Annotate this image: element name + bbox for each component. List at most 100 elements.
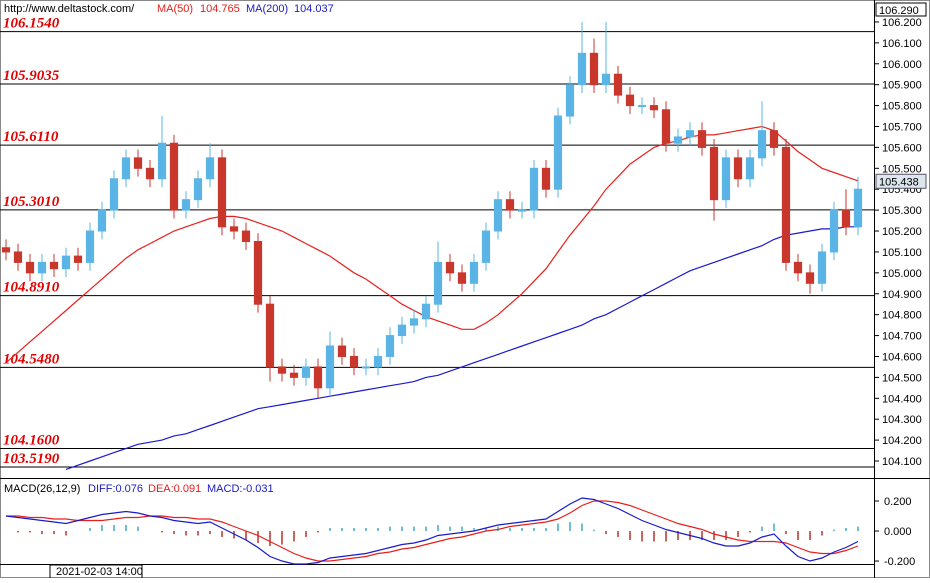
- candle-body: [181, 199, 191, 211]
- date-label: 2021-02-03 14:00: [56, 566, 143, 578]
- ma-line: [5, 125, 859, 364]
- candle-body: [229, 226, 239, 232]
- dea-label: DEA:0.091: [148, 483, 201, 495]
- y-tick-label: 104.100: [882, 456, 922, 468]
- scale-top-box: [875, 2, 927, 17]
- candle-body: [805, 272, 815, 284]
- y-tick-label: 105.600: [882, 142, 922, 154]
- ma50-value: 104.765: [200, 3, 240, 15]
- candle-body: [625, 94, 635, 107]
- level-label: 104.5480: [3, 351, 60, 367]
- candle-body: [853, 188, 863, 228]
- candle-body: [1, 247, 11, 253]
- y-tick-label: 105.300: [882, 205, 922, 217]
- y-tick-label: 106.200: [882, 17, 922, 29]
- candle-body: [241, 230, 251, 242]
- candle-body: [109, 178, 119, 211]
- candle-body: [505, 199, 515, 211]
- candle-body: [85, 230, 95, 263]
- candle-body: [133, 157, 143, 169]
- candle-body: [97, 209, 107, 232]
- level-label: 105.9035: [3, 68, 60, 84]
- candle-body: [685, 130, 695, 138]
- candle-body: [613, 73, 623, 96]
- candle-body: [733, 157, 743, 180]
- candle-body: [157, 142, 167, 180]
- candle-body: [769, 130, 779, 148]
- candle-body: [781, 146, 791, 263]
- candle-body: [493, 199, 503, 232]
- y-tick-label: 105.500: [882, 163, 922, 175]
- scale-top-label: 106.290: [879, 5, 919, 17]
- candle-body: [649, 105, 659, 111]
- y-tick-label: 106.100: [882, 38, 922, 50]
- candle-body: [673, 136, 683, 144]
- candle-body: [301, 366, 311, 378]
- candle-body: [565, 84, 575, 117]
- candle-body: [145, 167, 155, 180]
- y-tick-label: 105.200: [882, 226, 922, 238]
- level-label: 106.1540: [3, 16, 60, 32]
- candle-body: [421, 303, 431, 320]
- candle-body: [361, 366, 371, 369]
- candle-body: [265, 303, 275, 368]
- candle-body: [517, 209, 527, 212]
- candle-body: [313, 366, 323, 389]
- candle-body: [745, 157, 755, 180]
- y-tick-label: 105.700: [882, 121, 922, 133]
- candle-body: [469, 261, 479, 284]
- candle-body: [793, 261, 803, 274]
- y-tick-label: 105.000: [882, 268, 922, 280]
- candle-body: [433, 261, 443, 305]
- ma200-value: 104.037: [294, 3, 334, 15]
- candle-body: [553, 115, 563, 190]
- candle-body: [289, 372, 299, 378]
- candle-body: [829, 209, 839, 253]
- y-tick-label: 104.200: [882, 435, 922, 447]
- candle-body: [325, 345, 335, 389]
- ma200-label: MA(200): [246, 3, 288, 15]
- diff-line: [5, 497, 859, 565]
- candle-body: [589, 52, 599, 86]
- candle-body: [445, 261, 455, 274]
- candle-body: [49, 261, 59, 270]
- candle-body: [25, 261, 35, 274]
- y-tick-label: 105.100: [882, 247, 922, 259]
- candle-body: [277, 366, 287, 374]
- candle-body: [481, 230, 491, 263]
- y-tick-label: 104.900: [882, 289, 922, 301]
- level-label: 103.5190: [3, 451, 60, 467]
- macd-y-tick-label: -0.200: [884, 556, 915, 568]
- level-label: 105.6110: [3, 129, 59, 145]
- y-tick-label: 104.800: [882, 310, 922, 322]
- dea-line: [6, 500, 859, 562]
- last-price-label: 105.438: [879, 176, 919, 188]
- candle-body: [121, 157, 131, 180]
- ma50-label: MA(50): [157, 3, 193, 15]
- candle-body: [697, 130, 707, 148]
- candle-body: [457, 272, 467, 284]
- candle-body: [409, 318, 419, 326]
- candle-body: [253, 240, 263, 305]
- y-tick-label: 105.800: [882, 101, 922, 113]
- candle-body: [73, 255, 83, 263]
- candle-body: [349, 355, 359, 368]
- candle-body: [601, 73, 611, 86]
- y-tick-label: 104.300: [882, 414, 922, 426]
- level-label: 105.3010: [3, 194, 60, 210]
- candle-body: [13, 251, 23, 263]
- source-label: http://www.deltastock.com/: [4, 3, 135, 15]
- candle-body: [817, 251, 827, 284]
- level-label: 104.1600: [3, 432, 60, 448]
- candle-body: [193, 178, 203, 201]
- macd-title: MACD(26,12,9): [4, 483, 80, 495]
- macd-y-tick-label: 0.200: [884, 496, 912, 508]
- macd-y-tick-label: 0.000: [884, 526, 912, 538]
- y-tick-label: 104.400: [882, 393, 922, 405]
- candle-body: [577, 52, 587, 86]
- candle-body: [529, 167, 539, 211]
- candle-body: [541, 167, 551, 190]
- candle-body: [37, 261, 47, 274]
